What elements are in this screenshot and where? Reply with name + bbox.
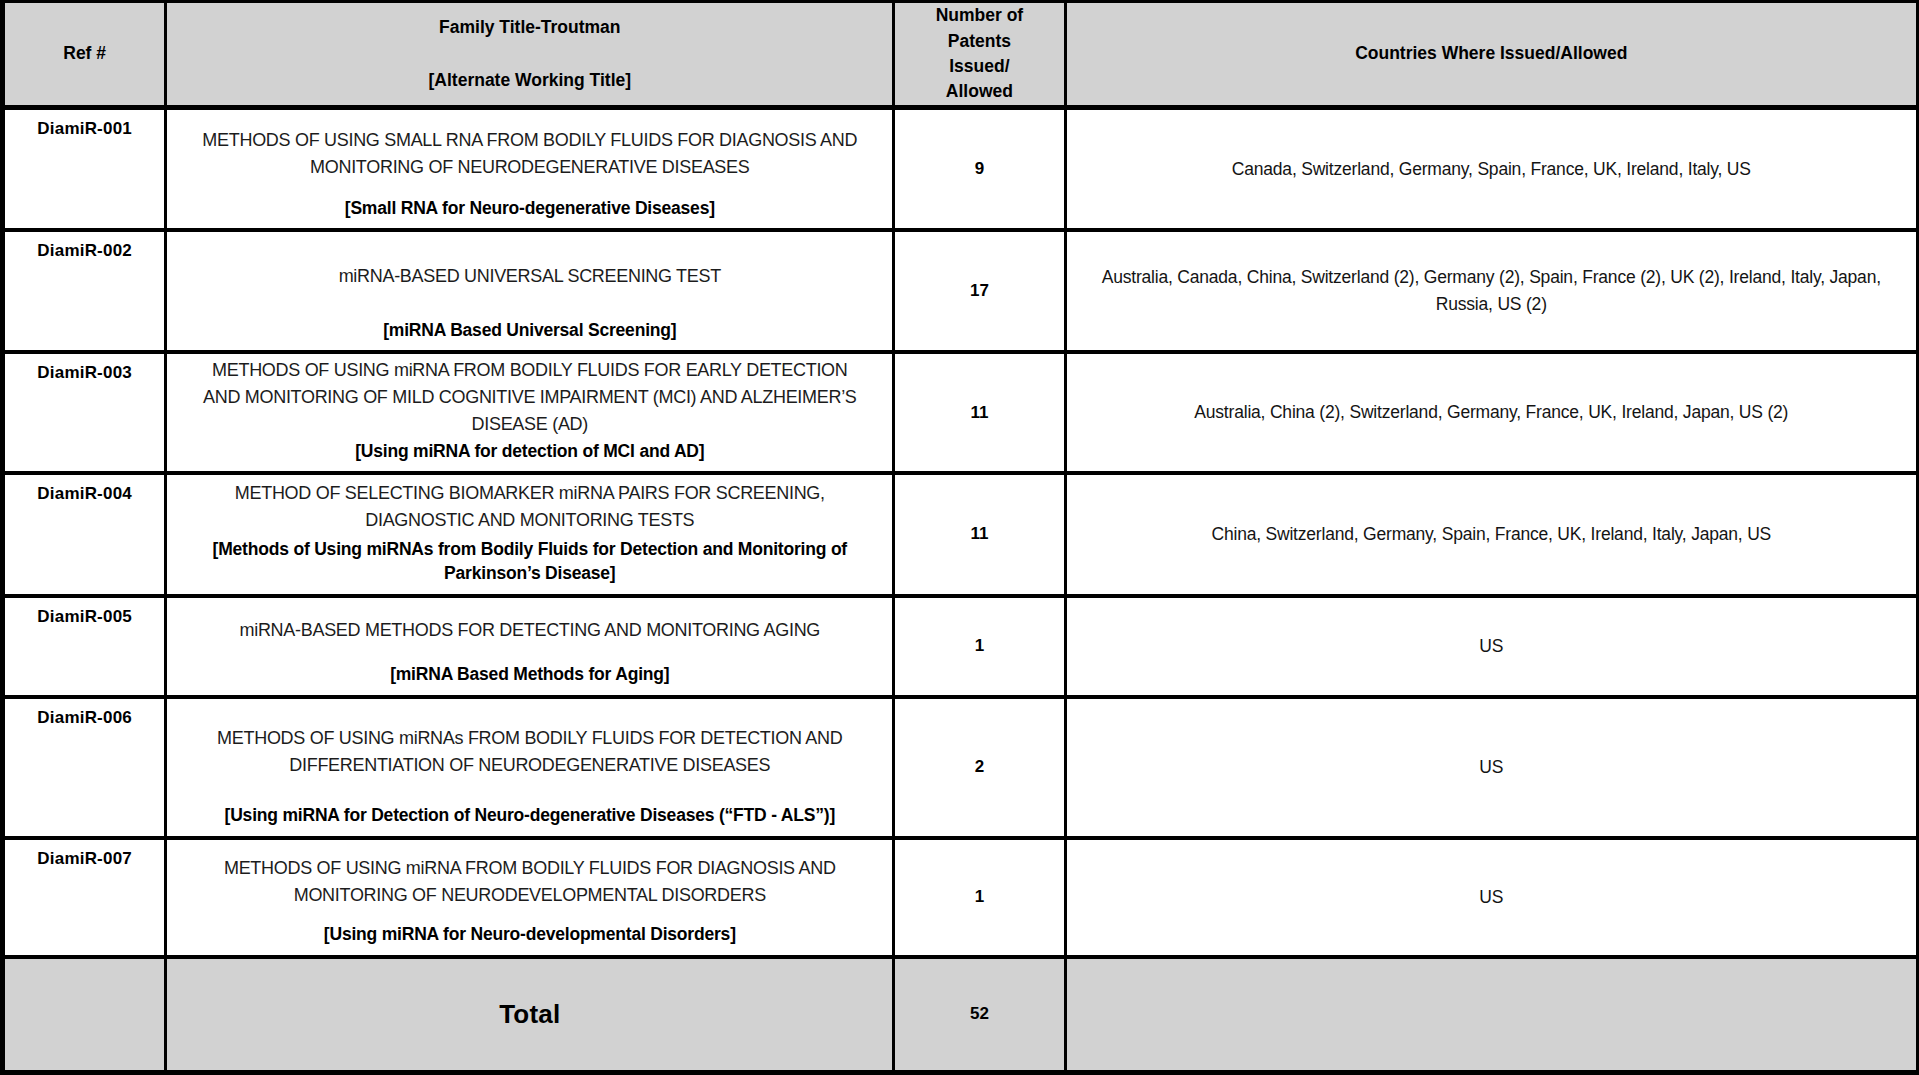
family-alt-title: [Small RNA for Neuro-degenerative Diseas…: [202, 196, 857, 221]
table-row-title-cell: METHODS OF USING miRNA FROM BODILY FLUID…: [167, 354, 895, 475]
family-alt-title: [Using miRNA for Neuro-developmental Dis…: [202, 922, 857, 947]
header-family-title: Family Title-Troutman [Alternate Working…: [167, 3, 895, 110]
countries-list: US: [1067, 840, 1916, 959]
family-alt-title: [miRNA Based Methods for Aging]: [202, 662, 857, 687]
patents-count: 1: [895, 840, 1066, 959]
family-title: METHOD OF SELECTING BIOMARKER miRNA PAIR…: [202, 477, 857, 536]
patents-count: 1: [895, 598, 1066, 699]
table-row-title-cell: miRNA-BASED METHODS FOR DETECTING AND MO…: [167, 598, 895, 699]
countries-list: US: [1067, 699, 1916, 840]
total-row-ref-spacer: [5, 959, 167, 1070]
table-row-ref: DiamiR-002: [5, 232, 167, 354]
family-alt-title: [Methods of Using miRNAs from Bodily Flu…: [202, 537, 857, 586]
patents-count: 11: [895, 475, 1066, 597]
family-title: METHODS OF USING miRNA FROM BODILY FLUID…: [202, 356, 857, 439]
header-ref-label: Ref #: [63, 41, 106, 66]
countries-list: US: [1067, 598, 1916, 699]
table-row-ref: DiamiR-003: [5, 354, 167, 475]
table-row-ref: DiamiR-001: [5, 110, 167, 232]
header-patents: Number of Patents Issued/ Allowed: [895, 3, 1066, 110]
header-family-title-label: Family Title-Troutman: [439, 15, 621, 40]
header-ref: Ref #: [5, 3, 167, 110]
countries-list: China, Switzerland, Germany, Spain, Fran…: [1067, 475, 1916, 597]
table-row-title-cell: METHODS OF USING miRNA FROM BODILY FLUID…: [167, 840, 895, 959]
countries-list: Australia, Canada, China, Switzerland (2…: [1067, 232, 1916, 354]
patents-count: 2: [895, 699, 1066, 840]
table-row-title-cell: METHODS OF USING miRNAs FROM BODILY FLUI…: [167, 699, 895, 840]
table-row-title-cell: METHOD OF SELECTING BIOMARKER miRNA PAIR…: [167, 475, 895, 597]
table-row-ref: DiamiR-004: [5, 475, 167, 597]
total-countries-spacer: [1067, 959, 1916, 1070]
family-title: METHODS OF USING miRNAs FROM BODILY FLUI…: [202, 701, 857, 803]
total-patents-count: 52: [895, 959, 1066, 1070]
header-countries: Countries Where Issued/Allowed: [1067, 3, 1916, 110]
family-alt-title: [Using miRNA for detection of MCI and AD…: [202, 439, 857, 464]
table-row-ref: DiamiR-005: [5, 598, 167, 699]
header-alternate-title-label: [Alternate Working Title]: [429, 68, 632, 93]
family-title: METHODS OF USING SMALL RNA FROM BODILY F…: [202, 112, 857, 196]
total-label: Total: [167, 959, 895, 1070]
family-alt-title: [miRNA Based Universal Screening]: [202, 318, 857, 343]
countries-list: Australia, China (2), Switzerland, Germa…: [1067, 354, 1916, 475]
family-title: miRNA-BASED UNIVERSAL SCREENING TEST: [202, 234, 857, 318]
countries-list: Canada, Switzerland, Germany, Spain, Fra…: [1067, 110, 1916, 232]
family-alt-title: [Using miRNA for Detection of Neuro-dege…: [202, 803, 857, 828]
family-title: miRNA-BASED METHODS FOR DETECTING AND MO…: [202, 600, 857, 663]
table-row-ref: DiamiR-007: [5, 840, 167, 959]
table-row-title-cell: METHODS OF USING SMALL RNA FROM BODILY F…: [167, 110, 895, 232]
family-title: METHODS OF USING miRNA FROM BODILY FLUID…: [202, 842, 857, 923]
patents-count: 9: [895, 110, 1066, 232]
patents-count: 11: [895, 354, 1066, 475]
patent-family-table: Ref # Family Title-Troutman [Alternate W…: [0, 0, 1919, 1075]
patents-count: 17: [895, 232, 1066, 354]
table-row-ref: DiamiR-006: [5, 699, 167, 840]
table-row-title-cell: miRNA-BASED UNIVERSAL SCREENING TEST [mi…: [167, 232, 895, 354]
header-countries-label: Countries Where Issued/Allowed: [1355, 41, 1627, 66]
header-patents-label: Number of Patents Issued/ Allowed: [936, 3, 1024, 105]
